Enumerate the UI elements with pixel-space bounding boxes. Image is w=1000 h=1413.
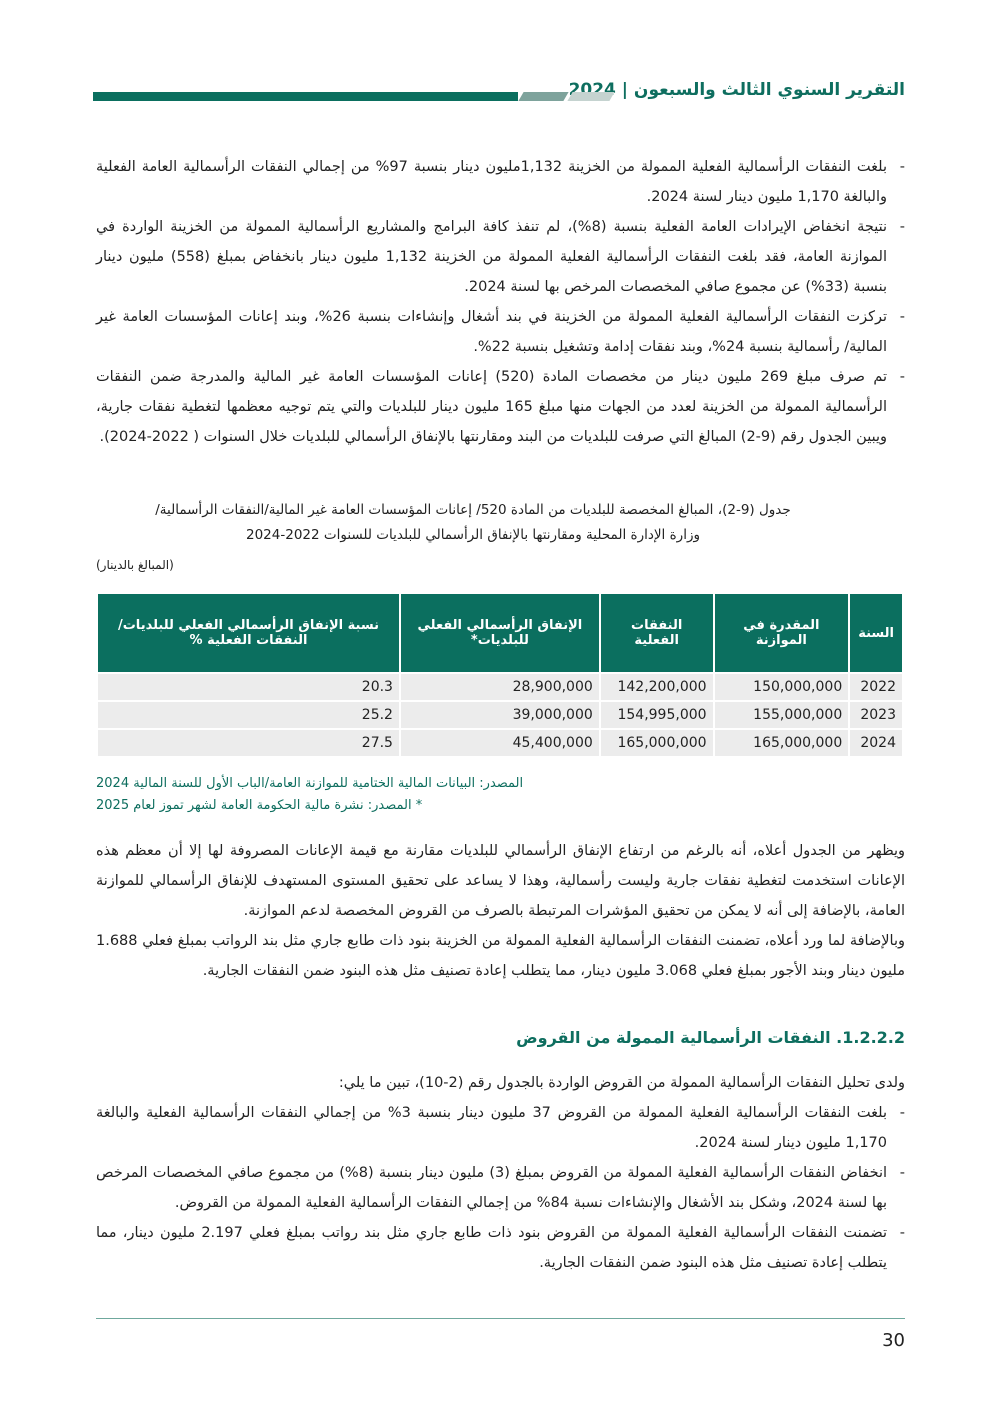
cell: 39,000,000 [400,702,599,728]
cell: 20.3 [98,674,399,700]
table-source: المصدر: البيانات المالية الختامية للمواز… [96,776,524,791]
list-item: تضمنت النفقات الرأسمالية الفعلية الممولة… [96,1218,905,1278]
column-header: السنة [850,594,902,672]
data-table: السنة المقدرة في الموازنة النفقات الفعلي… [96,592,904,758]
cell: 2022 [850,674,902,700]
list-item: تركزت النفقات الرأسمالية الفعلية الممولة… [96,302,905,362]
paragraph-text: ولدى تحليل النفقات الرأسمالية الممولة من… [338,1075,905,1091]
cell: 28,900,000 [400,674,599,700]
cell: 165,000,000 [714,730,849,756]
paragraph-text: ويظهر من الجدول أعلاه، أنه بالرغم من ارت… [96,843,905,919]
list-item: تم صرف مبلغ 269 مليون دينار من مخصصات ال… [96,362,905,452]
section-title: 1.2.2.2. النفقات الرأسمالية الممولة من ا… [516,1028,905,1047]
cell: 2024 [850,730,902,756]
column-header: الإنفاق الرأسمالي الفعلي للبلديات* [400,594,599,672]
page-number: 30 [882,1330,905,1351]
paragraph-text: وبالإضافة لما ورد أعلاه، تضمنت النفقات ا… [96,933,905,979]
cell: 154,995,000 [600,702,713,728]
cell: 25.2 [98,702,399,728]
cell: 155,000,000 [714,702,849,728]
table-row: 2024 165,000,000 165,000,000 45,400,000 27.5 [98,730,902,756]
cell: 165,000,000 [600,730,713,756]
table-row: 2022 150,000,000 142,200,000 28,900,000 20.3 [98,674,902,700]
list-item: بلغت النفقات الرأسمالية الفعلية الممولة … [96,152,905,212]
cell: 142,200,000 [600,674,713,700]
table-caption: جدول (9-2)، المبالغ المخصصة للبلديات من … [96,498,850,548]
footer-divider [96,1318,905,1319]
column-header: نسبة الإنفاق الرأسمالي الفعلي للبلديات/ا… [98,594,399,672]
bullet-list-2: ولدى تحليل النفقات الرأسمالية الممولة من… [96,1068,905,1278]
paragraph: ويظهر من الجدول أعلاه، أنه بالرغم من ارت… [96,836,905,986]
header-bar-segment [518,92,569,101]
cell: 2023 [850,702,902,728]
table-row: 2023 155,000,000 154,995,000 39,000,000 25.2 [98,702,902,728]
caption-line: وزارة الإدارة المحلية ومقارنتها بالإنفاق… [246,527,700,543]
list-item: انخفاض النفقات الرأسمالية الفعلية الممول… [96,1158,905,1218]
header-bar [93,92,518,101]
cell: 27.5 [98,730,399,756]
list-item: نتيجة انخفاض الإيرادات العامة الفعلية بن… [96,212,905,302]
cell: 45,400,000 [400,730,599,756]
table-unit: (المبالغ بالدينار) [96,558,174,572]
bullet-list-1: بلغت النفقات الرأسمالية الفعلية الممولة … [96,152,905,452]
table-source-note: * المصدر: نشرة مالية الحكومة العامة لشهر… [96,798,423,813]
column-header: المقدرة في الموازنة [714,594,849,672]
list-item: بلغت النفقات الرأسمالية الفعلية الممولة … [96,1098,905,1158]
table-header-row: السنة المقدرة في الموازنة النفقات الفعلي… [98,594,902,672]
header-bar-segment [567,92,615,101]
caption-line: جدول (9-2)، المبالغ المخصصة للبلديات من … [155,502,791,518]
report-title: التقرير السنوي الثالث والسبعون | 2024 [568,80,905,100]
cell: 150,000,000 [714,674,849,700]
column-header: النفقات الفعلية [600,594,713,672]
